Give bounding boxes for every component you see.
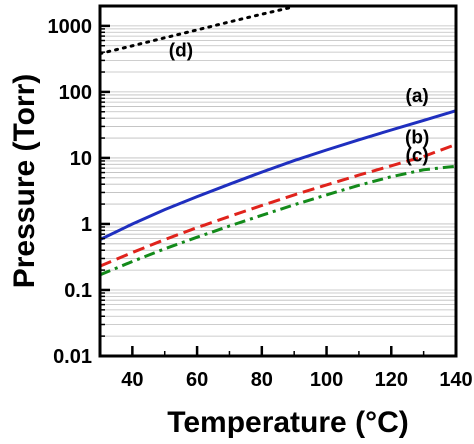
x-tick-label: 140 xyxy=(439,369,472,391)
series-label: (b) xyxy=(405,128,429,149)
series-line xyxy=(99,109,457,241)
x-axis-title-text: Temperature xyxy=(167,406,347,439)
x-tick-label: 80 xyxy=(251,369,273,391)
series-line xyxy=(99,164,457,277)
x-tick-label: 60 xyxy=(186,369,208,391)
y-axis-title: Pressure (Torr) xyxy=(8,74,41,289)
series-labels: (a) (b)(c) (d) xyxy=(169,40,430,166)
y-tick-label: 0.1 xyxy=(64,280,92,302)
series-line xyxy=(99,142,457,268)
x-tick-label: 120 xyxy=(375,369,408,391)
grid-lines xyxy=(100,5,456,357)
y-tick-label: 10 xyxy=(70,148,92,170)
x-tick-label: 40 xyxy=(121,369,143,391)
y-tick-label: 1000 xyxy=(48,16,93,38)
series-label: (a) xyxy=(406,86,429,107)
y-tick-label: 1 xyxy=(81,214,92,236)
x-axis-title: Temperature (°C) xyxy=(167,406,409,439)
axis-ticks: 0.01 0.1 1 10 100 1000 40 60 80 100 120 140 xyxy=(48,5,473,391)
x-axis-title-unit: (°C) xyxy=(355,406,409,439)
y-tick-label: 0.01 xyxy=(53,346,92,368)
series-label: (c) xyxy=(406,146,429,167)
series-line xyxy=(98,5,296,56)
plot-frame xyxy=(98,4,458,358)
x-tick-label: 100 xyxy=(310,369,343,391)
series-label: (d) xyxy=(169,40,193,61)
y-tick-label: 100 xyxy=(59,82,92,104)
series-lines xyxy=(98,5,457,277)
